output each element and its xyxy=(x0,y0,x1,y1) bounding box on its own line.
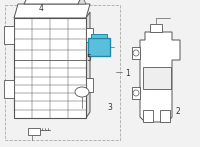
Bar xyxy=(143,67,171,89)
Bar xyxy=(143,110,153,122)
Bar xyxy=(150,24,162,32)
Polygon shape xyxy=(24,0,82,4)
Circle shape xyxy=(133,90,139,96)
Text: 1: 1 xyxy=(125,69,130,78)
Bar xyxy=(28,128,40,135)
Polygon shape xyxy=(140,32,180,122)
Polygon shape xyxy=(78,0,86,4)
Text: 3: 3 xyxy=(107,103,112,112)
Circle shape xyxy=(133,50,139,56)
Text: 4: 4 xyxy=(39,4,44,13)
Bar xyxy=(88,38,110,56)
Ellipse shape xyxy=(75,87,89,97)
Bar xyxy=(91,34,107,38)
Text: 5: 5 xyxy=(86,54,91,63)
Bar xyxy=(86,28,93,42)
Bar xyxy=(14,18,86,118)
Bar xyxy=(86,78,93,92)
Bar xyxy=(132,87,140,99)
Bar xyxy=(5,5,120,140)
Text: 2: 2 xyxy=(175,107,180,116)
Polygon shape xyxy=(14,4,90,18)
Polygon shape xyxy=(86,12,90,118)
Bar xyxy=(160,110,170,122)
Bar xyxy=(132,47,140,59)
Bar xyxy=(4,80,14,98)
Bar xyxy=(4,26,14,44)
